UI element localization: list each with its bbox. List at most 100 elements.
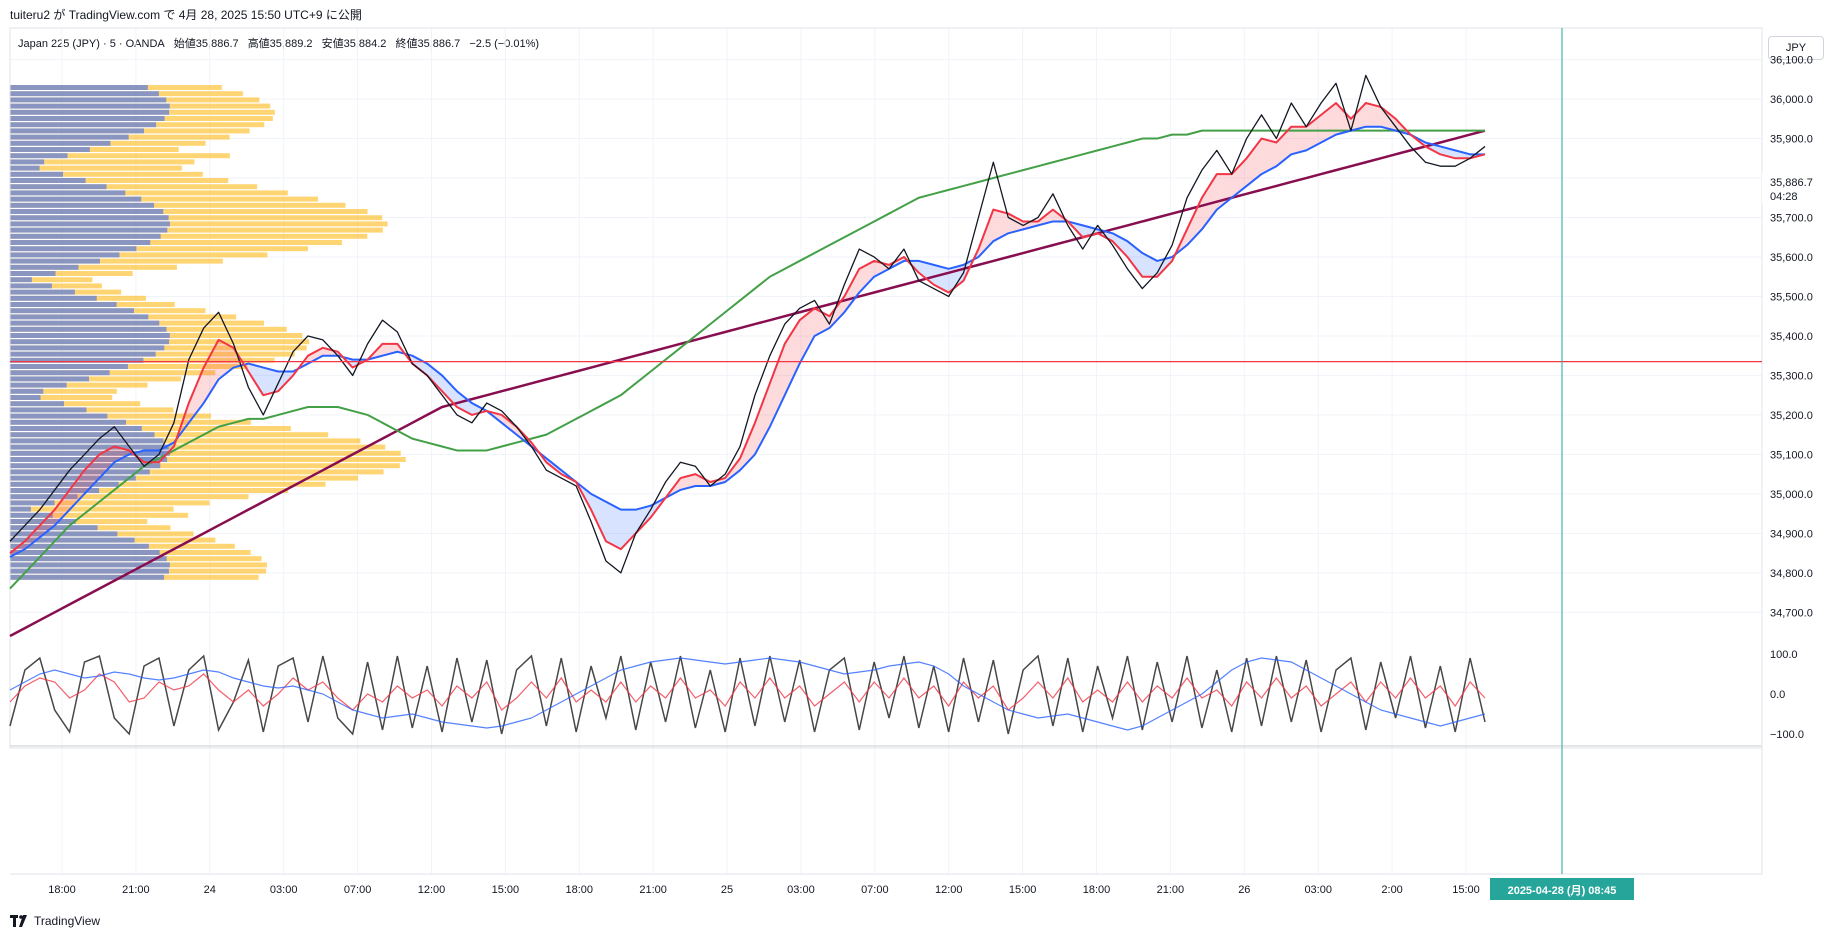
volume-profile-bar-blue bbox=[10, 333, 170, 338]
volume-profile-bar-blue bbox=[10, 227, 168, 233]
cloud-segment-bear bbox=[442, 375, 457, 408]
volume-profile-bar-blue bbox=[10, 215, 169, 221]
volume-profile-bar-yellow bbox=[10, 370, 216, 376]
tradingview-logo-icon bbox=[10, 915, 30, 927]
price-label: 35,886.7 bbox=[1770, 177, 1813, 189]
cloud-segment-bull bbox=[307, 347, 323, 364]
volume-profile-bar-yellow bbox=[10, 512, 189, 518]
price-tick-label: 35,700.0 bbox=[1770, 213, 1813, 225]
time-tick-label: 18:00 bbox=[565, 884, 593, 896]
volume-profile-bar-blue bbox=[10, 537, 135, 543]
ma3-line bbox=[9, 129, 1485, 590]
volume-profile-bar-yellow bbox=[10, 184, 258, 190]
oscillator-tick-label: 0.0 bbox=[1770, 689, 1785, 701]
time-tick-label: 03:00 bbox=[270, 884, 298, 896]
cloud-segment-bull bbox=[84, 454, 100, 494]
legend-open: 始値35,886.7 bbox=[173, 38, 239, 50]
time-tick-label: 24 bbox=[204, 884, 216, 896]
price-tick-label: 35,200.0 bbox=[1770, 410, 1813, 422]
cloud-segment-bear bbox=[129, 450, 145, 463]
volume-profile-bar-blue bbox=[10, 407, 87, 413]
cloud-segment-bear bbox=[412, 355, 428, 376]
volume-profile-bar-yellow bbox=[10, 159, 195, 165]
volume-profile-bar-yellow bbox=[10, 444, 386, 450]
volume-profile-bar-blue bbox=[10, 258, 100, 264]
volume-profile-bar-blue bbox=[10, 122, 157, 128]
cloud-segment-bull bbox=[54, 489, 70, 526]
volume-profile-bar-yellow bbox=[10, 252, 268, 258]
volume-profile-bar-yellow bbox=[10, 407, 174, 413]
volume-profile-bar-yellow bbox=[10, 432, 329, 438]
volume-profile-bar-blue bbox=[10, 264, 79, 270]
cloud-segment-bear bbox=[427, 363, 443, 392]
cloud-segment-bear bbox=[620, 509, 636, 550]
volume-profile-bar-blue bbox=[10, 233, 161, 239]
volume-profile-bar-blue bbox=[10, 91, 159, 97]
volume-profile-bar-blue bbox=[10, 370, 110, 376]
volume-profile-bar-yellow bbox=[10, 240, 342, 245]
volume-profile-bar-blue bbox=[10, 388, 44, 394]
oscillator-tick-label: −100.0 bbox=[1770, 729, 1804, 741]
footer-brand[interactable]: TradingView bbox=[10, 914, 100, 928]
price-tick-label: 35,900.0 bbox=[1770, 134, 1813, 146]
volume-profile-bar-yellow bbox=[10, 264, 177, 270]
time-tick-label: 15:00 bbox=[1452, 884, 1480, 896]
symbol-legend: Japan 225 (JPY) · 5 · OANDA 始値35,886.7 高… bbox=[18, 35, 545, 51]
volume-profile-bar-blue bbox=[10, 506, 31, 512]
volume-profile-bar-blue bbox=[10, 438, 164, 444]
currency-button[interactable]: JPY bbox=[1768, 36, 1824, 60]
cloud-segment-bull bbox=[1008, 213, 1024, 234]
footer-brand-text: TradingView bbox=[34, 914, 101, 928]
volume-profile-bar-yellow bbox=[10, 283, 102, 289]
volume-profile-bar-blue bbox=[10, 345, 165, 351]
volume-profile-bar-yellow bbox=[10, 463, 400, 469]
legend-close: 終値35,886.7 bbox=[395, 38, 461, 50]
symbol-name: Japan 225 (JPY) · 5 · OANDA bbox=[18, 38, 165, 50]
volume-profile-bar-blue bbox=[10, 97, 167, 103]
cloud-segment-bull bbox=[859, 260, 875, 293]
volume-profile-bar-yellow bbox=[10, 196, 319, 202]
volume-profile-bar-blue bbox=[10, 178, 86, 183]
cloud-segment-bull bbox=[99, 446, 115, 479]
volume-profile-bar-blue bbox=[10, 147, 90, 152]
osc_mid-line bbox=[9, 673, 1486, 711]
cloud-segment-bull bbox=[1291, 126, 1307, 155]
volume-profile-bar-yellow bbox=[10, 506, 174, 512]
volume-profile-bar-blue bbox=[10, 574, 165, 580]
series-lines bbox=[9, 74, 1486, 638]
legend-change: −2.5 (−0.01%) bbox=[469, 38, 540, 50]
volume-profile-bar-blue bbox=[10, 308, 134, 314]
volume-profile-bar-blue bbox=[10, 184, 107, 190]
price-countdown: 04:28 bbox=[1770, 191, 1798, 203]
volume-profile-bar-blue bbox=[10, 277, 32, 283]
volume-profile-bar-blue bbox=[10, 109, 170, 115]
cloud-segment-bear bbox=[591, 493, 606, 542]
volume-profile-bar-blue bbox=[10, 512, 53, 518]
volume-profile-bar-yellow bbox=[10, 450, 401, 456]
volume-profile-bar-yellow bbox=[10, 165, 182, 171]
volume-profile-bar-blue bbox=[10, 339, 170, 345]
volume-profile-bar-blue bbox=[10, 171, 64, 177]
cloud-segment-bull bbox=[39, 509, 55, 538]
time-tick-label: 07:00 bbox=[344, 884, 372, 896]
volume-profile-bar-yellow bbox=[10, 494, 249, 500]
volume-profile-bar-yellow bbox=[10, 438, 361, 444]
time-tick-label: 03:00 bbox=[787, 884, 815, 896]
price-tick-label: 35,000.0 bbox=[1770, 489, 1813, 501]
price-tick-label: 35,100.0 bbox=[1770, 449, 1813, 461]
cloud-segment-bull bbox=[1365, 103, 1381, 127]
volume-profile-bar-blue bbox=[10, 556, 167, 562]
volume-profile-bar-yellow bbox=[10, 500, 210, 506]
volume-profile-bar-blue bbox=[10, 450, 170, 456]
volume-profile-bar-blue bbox=[10, 432, 155, 438]
volume-profile-bar-yellow bbox=[10, 364, 248, 369]
volume-profile-bar-yellow bbox=[10, 488, 289, 493]
volume-profile-bar-blue bbox=[10, 543, 149, 549]
price-label-bg bbox=[1762, 172, 1835, 204]
volume-profile-bar-yellow bbox=[10, 388, 117, 394]
volume-profile-bar-blue bbox=[10, 103, 170, 109]
volume-profile-bar-blue bbox=[10, 357, 144, 363]
price-tick-label: 35,600.0 bbox=[1770, 252, 1813, 264]
volume-profile-bar-blue bbox=[10, 494, 78, 500]
